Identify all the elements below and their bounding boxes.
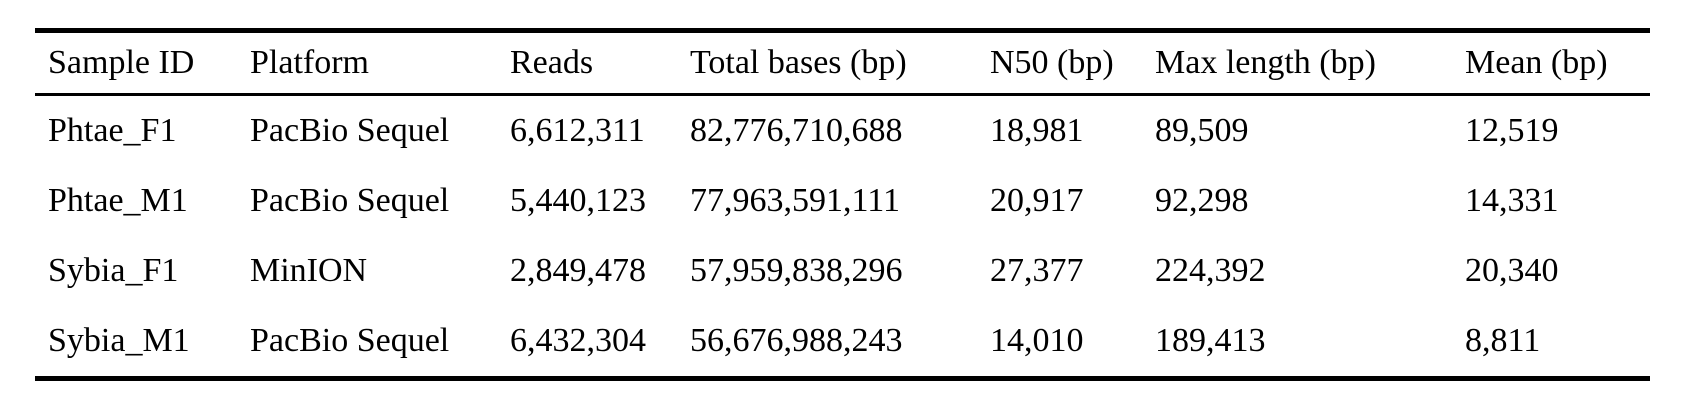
table-row: Phtae_M1 PacBio Sequel 5,440,123 77,963,…	[35, 166, 1650, 236]
cell-total-bases: 77,963,591,111	[690, 182, 900, 219]
cell-n50: 20,917	[990, 182, 1084, 219]
cell-platform: PacBio Sequel	[250, 322, 450, 359]
cell-total-bases: 56,676,988,243	[690, 322, 903, 359]
cell-max-length: 92,298	[1155, 182, 1249, 219]
header-row: Sample ID Platform Reads Total bases (bp…	[35, 30, 1650, 96]
cell-max-length: 189,413	[1155, 322, 1266, 359]
column-header-mean: Mean (bp)	[1465, 30, 1650, 96]
table-header: Sample ID Platform Reads Total bases (bp…	[35, 30, 1650, 96]
table-row: Phtae_F1 PacBio Sequel 6,612,311 82,776,…	[35, 95, 1650, 167]
cell-mean: 20,340	[1465, 252, 1559, 289]
cell-platform: PacBio Sequel	[250, 182, 450, 219]
cell-mean: 12,519	[1465, 112, 1559, 149]
table-body: Phtae_F1 PacBio Sequel 6,612,311 82,776,…	[35, 95, 1650, 379]
column-header-max-length: Max length (bp)	[1155, 30, 1465, 96]
cell-max-length: 89,509	[1155, 112, 1249, 149]
cell-reads: 5,440,123	[510, 182, 646, 219]
cell-mean: 14,331	[1465, 182, 1559, 219]
column-header-platform: Platform	[250, 30, 510, 96]
cell-max-length: 224,392	[1155, 252, 1266, 289]
cell-n50: 27,377	[990, 252, 1084, 289]
cell-sample-id: Sybia_M1	[48, 322, 190, 359]
column-header-reads: Reads	[510, 30, 690, 96]
table-container: Sample ID Platform Reads Total bases (bp…	[35, 28, 1650, 381]
cell-platform: PacBio Sequel	[250, 112, 450, 149]
table-row: Sybia_M1 PacBio Sequel 6,432,304 56,676,…	[35, 306, 1650, 379]
cell-reads: 2,849,478	[510, 252, 646, 289]
cell-platform: MinION	[250, 252, 368, 289]
cell-sample-id: Phtae_M1	[48, 182, 188, 219]
cell-n50: 18,981	[990, 112, 1084, 149]
cell-reads: 6,612,311	[510, 112, 645, 149]
cell-total-bases: 82,776,710,688	[690, 112, 903, 149]
sequencing-stats-table: Sample ID Platform Reads Total bases (bp…	[35, 28, 1650, 381]
cell-sample-id: Sybia_F1	[48, 252, 179, 289]
column-header-total-bases: Total bases (bp)	[690, 30, 990, 96]
cell-mean: 8,811	[1465, 322, 1541, 359]
table-row: Sybia_F1 MinION 2,849,478 57,959,838,296…	[35, 236, 1650, 306]
cell-sample-id: Phtae_F1	[48, 112, 177, 149]
cell-n50: 14,010	[990, 322, 1084, 359]
column-header-n50: N50 (bp)	[990, 30, 1155, 96]
cell-total-bases: 57,959,838,296	[690, 252, 903, 289]
column-header-sample-id: Sample ID	[35, 30, 250, 96]
cell-reads: 6,432,304	[510, 322, 646, 359]
